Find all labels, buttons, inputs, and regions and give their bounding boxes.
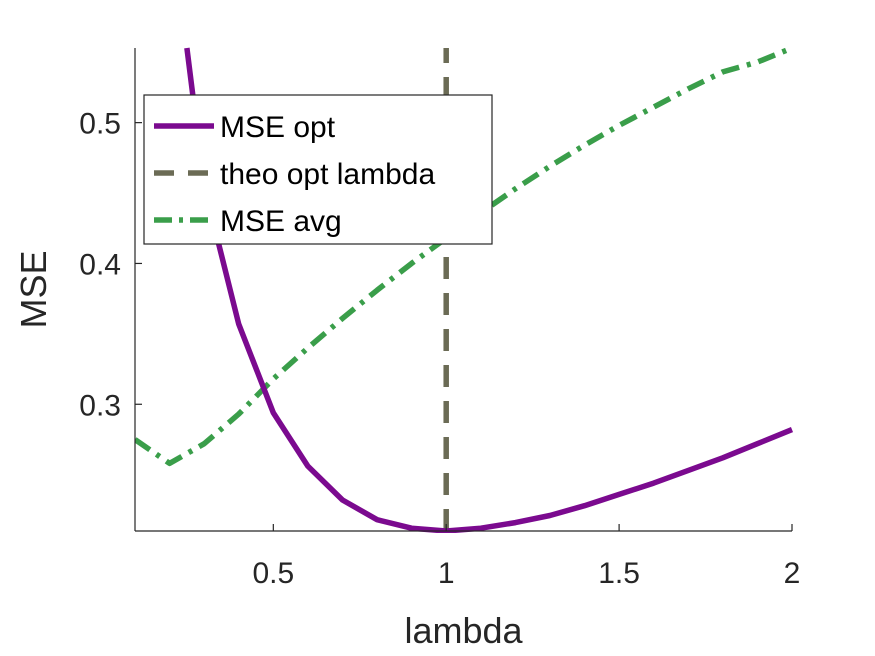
y-tick-label: 0.3 (79, 389, 121, 422)
legend-label: MSE opt (220, 111, 336, 144)
legend-label: theo opt lambda (220, 158, 435, 191)
legend-label: MSE avg (220, 205, 342, 238)
series-line-mse-opt (184, 47, 794, 533)
axes (134, 48, 792, 532)
y-axis-title: MSE (13, 250, 54, 328)
ticks: 0.5 1 1.5 2 0.3 0.4 0.5 (79, 108, 800, 590)
x-tick-label: 2 (784, 557, 801, 590)
x-tick-label: 1.5 (598, 557, 640, 590)
y-tick-label: 0.4 (79, 248, 121, 281)
x-tick-label: 0.5 (252, 557, 294, 590)
y-tick-label: 0.5 (79, 108, 121, 141)
legend: MSE opt theo opt lambda MSE avg (143, 94, 493, 245)
x-tick-label: 1 (438, 557, 455, 590)
x-axis-title: lambda (404, 610, 523, 651)
